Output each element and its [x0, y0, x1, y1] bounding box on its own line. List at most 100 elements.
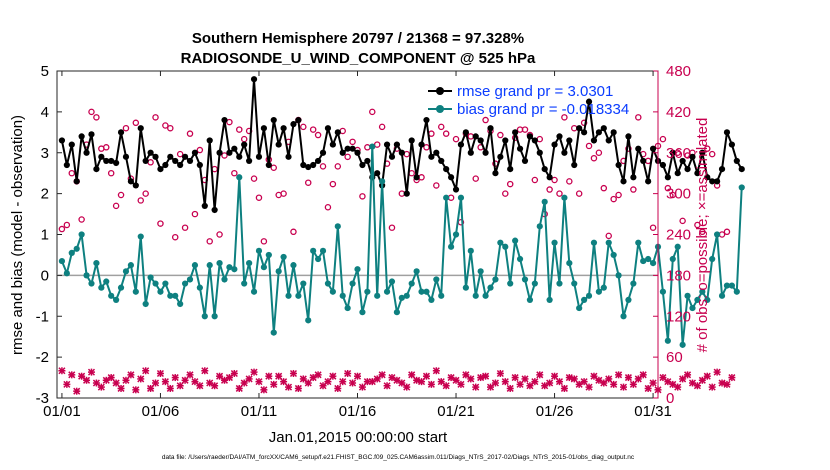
assimilated-obs-point [728, 374, 736, 382]
bias-point [674, 243, 681, 250]
assimilated-obs-point [250, 368, 258, 376]
left-tick-label: 4 [41, 104, 49, 121]
rmse-point [142, 157, 149, 165]
rmse-point [364, 157, 371, 165]
possible-obs-point [221, 152, 228, 159]
assimilated-obs-point [344, 369, 352, 378]
bias-point [561, 194, 568, 201]
legend-rmse-label: rmse grand pr = 3.0301 [457, 83, 613, 100]
assimilated-obs-point [427, 380, 435, 388]
rmse-point [231, 145, 238, 152]
rmse-point [122, 153, 130, 160]
rmse-point [398, 149, 405, 156]
bias-point [457, 194, 465, 201]
bias-point [201, 313, 208, 320]
left-axis-ticks: -3 -2 -1 0 1 2 3 4 5 [36, 63, 62, 407]
possible-obs-point [723, 228, 731, 236]
rmse-point [600, 125, 607, 132]
bias-point [590, 239, 598, 246]
assimilated-obs-point [73, 387, 81, 395]
right-tick-label: 0 [666, 390, 674, 407]
rmse-point [73, 178, 80, 185]
assimilated-obs-point [107, 374, 115, 382]
right-tick-label: 360 [666, 145, 691, 162]
bias-point [541, 198, 548, 205]
bias-point [733, 288, 740, 295]
possible-obs-point [196, 146, 204, 154]
x-tick-label: 01/11 [241, 403, 277, 420]
rmse-point [280, 125, 287, 132]
rmse-point [319, 149, 327, 156]
possible-obs-point [107, 169, 115, 177]
rmse-point [285, 153, 292, 160]
rmse-point [418, 141, 425, 148]
possible-obs-point [452, 135, 460, 143]
left-tick-label: -2 [36, 349, 49, 366]
bias-point [413, 268, 420, 275]
rmse-point [132, 182, 139, 189]
assimilated-obs-point [684, 371, 692, 379]
left-tick-label: 2 [41, 186, 49, 203]
bias-point [571, 280, 578, 287]
assimilated-obs-point [496, 369, 504, 378]
rmse-point [669, 149, 676, 156]
bias-point [211, 313, 218, 320]
assimilated-obs-point [615, 371, 623, 379]
bias-point [285, 292, 292, 299]
left-tick-label: 0 [41, 267, 49, 284]
bias-point [497, 239, 504, 246]
bias-point [177, 300, 184, 308]
rmse-point [152, 153, 159, 160]
assimilated-obs-point [176, 382, 184, 390]
assimilated-obs-point [723, 380, 731, 388]
assimilated-obs-point [161, 378, 169, 386]
rmse-point [147, 149, 154, 156]
bias-point [73, 245, 80, 252]
x-tick-label: 01/16 [339, 403, 377, 420]
rmse-point [157, 166, 164, 173]
bias-point [157, 288, 164, 295]
rmse-point [127, 178, 134, 185]
rmse-point [181, 153, 189, 160]
assimilated-obs-point [674, 383, 682, 391]
rmse-point [221, 116, 228, 124]
plot-frame [56, 70, 659, 399]
assimilated-obs-point [506, 384, 514, 392]
possible-obs-point [250, 175, 258, 182]
possible-obs-point [708, 150, 716, 158]
assimilated-obs-point [624, 374, 632, 382]
bias-point [78, 231, 85, 238]
right-axis-ticks: 0 60 120 180 240 300 360 420 480 [653, 63, 691, 407]
rmse-point [620, 178, 627, 185]
assimilated-obs-point [265, 372, 273, 380]
rmse-point [310, 161, 317, 169]
assimilated-obs-point [713, 368, 721, 376]
rmse-point [236, 153, 243, 160]
bias-point [714, 231, 721, 238]
rmse-point [374, 170, 381, 177]
bias-point [172, 292, 179, 299]
rmse-point [206, 137, 213, 144]
bias-point [63, 270, 70, 277]
bias-point [88, 280, 95, 287]
rmse-point [674, 170, 681, 177]
rmse-point [551, 141, 558, 148]
bias-point [664, 337, 671, 344]
bias-point [645, 255, 652, 263]
assimilated-obs-point [546, 379, 554, 387]
possible-obs-point [280, 190, 287, 197]
bias-point [319, 247, 327, 254]
assimilated-obs-point [151, 379, 160, 387]
bias-point [147, 274, 154, 281]
possible-obs-point [423, 144, 430, 151]
assimilated-obs-point [422, 372, 430, 380]
rmse-point [581, 129, 588, 136]
rmse-point [733, 157, 740, 165]
bias-point [649, 260, 657, 267]
rmse-point [98, 153, 105, 160]
bias-point [364, 288, 371, 295]
bias-point [246, 260, 253, 267]
rmse-point [162, 161, 169, 169]
rmse-point [709, 178, 716, 185]
assimilated-obs-point [501, 378, 509, 386]
